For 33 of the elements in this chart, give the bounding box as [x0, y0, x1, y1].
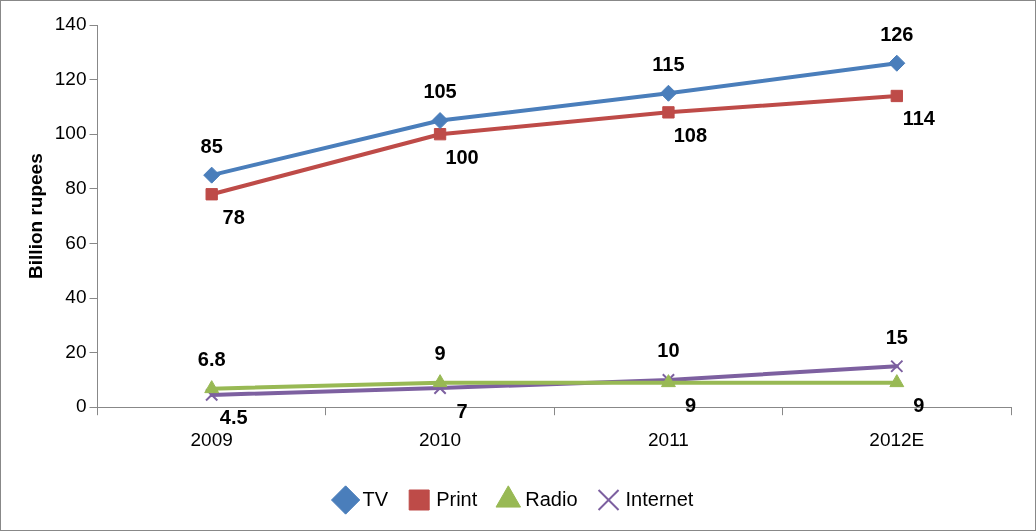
y-tick-label: 80: [65, 177, 87, 199]
y-tick-label: 20: [65, 340, 87, 362]
x-tick-label: 2009: [190, 428, 233, 450]
data-label: 6.8: [197, 348, 226, 371]
x-tick-label: 2010: [418, 428, 462, 450]
data-label: 114: [902, 107, 936, 130]
data-label: 100: [445, 145, 479, 168]
data-label: 10: [657, 339, 680, 362]
data-label: 85: [200, 134, 223, 157]
y-tick-label: 60: [65, 231, 87, 253]
data-label: 108: [673, 123, 708, 146]
x-tick-label: 2012E: [869, 428, 925, 450]
data-label: 9: [434, 342, 446, 365]
data-label: 115: [652, 52, 685, 75]
data-label: 15: [885, 325, 908, 348]
y-tick-label: 40: [65, 286, 87, 308]
data-label: 7: [456, 399, 468, 422]
legend-label: Internet: [625, 487, 694, 510]
data-label: 78: [222, 205, 245, 228]
legend-label: TV: [362, 487, 389, 510]
data-label: 4.5: [219, 406, 248, 429]
y-tick-label: 0: [75, 395, 87, 417]
legend-label: Print: [436, 487, 478, 510]
x-tick-label: 2011: [648, 428, 689, 450]
data-label: 9: [913, 394, 925, 417]
y-tick-label: 140: [54, 13, 87, 35]
y-tick-label: 120: [54, 67, 87, 89]
data-label: 126: [880, 22, 914, 45]
y-axis-title: Billion rupees: [24, 153, 46, 279]
data-label: 9: [684, 394, 696, 417]
legend-label: Radio: [525, 487, 578, 510]
data-label: 105: [423, 80, 457, 103]
y-tick-label: 100: [54, 122, 87, 144]
